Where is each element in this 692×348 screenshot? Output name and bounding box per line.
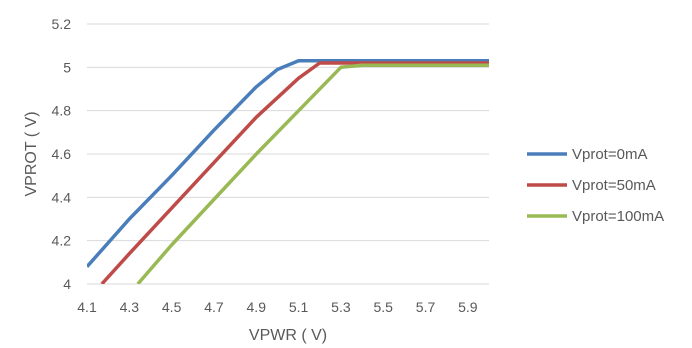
x-tick-label: 4.3 (120, 299, 140, 315)
y-axis-ticks: 4 4.2 4.4 4.6 4.8 5 5.2 (52, 16, 72, 292)
series-lines (87, 59, 489, 284)
x-tick-label: 5.3 (331, 299, 351, 315)
y-axis-label: VPROT ( V) (23, 111, 40, 196)
y-tick-label: 5 (63, 59, 71, 75)
legend-label-2: Vprot=100mA (572, 208, 664, 225)
legend: Vprot=0mA Vprot=50mA Vprot=100mA (527, 146, 664, 225)
legend-label-1: Vprot=50mA (572, 177, 656, 194)
x-tick-label: 4.7 (204, 299, 224, 315)
x-tick-label: 5.1 (289, 299, 309, 315)
x-tick-label: 4.5 (162, 299, 182, 315)
y-tick-label: 5.2 (52, 16, 72, 32)
x-tick-label: 4.1 (77, 299, 97, 315)
x-axis-ticks: 4.1 4.3 4.5 4.7 4.9 5.1 5.3 5.5 5.7 5.9 (77, 299, 478, 315)
x-tick-label: 5.9 (458, 299, 478, 315)
y-tick-label: 4.8 (52, 103, 72, 119)
y-tick-label: 4.4 (52, 189, 72, 205)
series-line-1 (100, 61, 489, 284)
series-line-2 (136, 63, 489, 284)
y-tick-label: 4 (63, 276, 71, 292)
y-tick-label: 4.6 (52, 146, 72, 162)
x-tick-label: 4.9 (247, 299, 267, 315)
legend-label-0: Vprot=0mA (572, 146, 647, 163)
series-line-0 (87, 59, 489, 268)
x-tick-label: 5.7 (416, 299, 436, 315)
x-tick-label: 5.5 (373, 299, 393, 315)
x-axis-label: VPWR ( V) (249, 327, 327, 344)
gridlines (87, 23, 489, 285)
y-tick-label: 4.2 (52, 233, 72, 249)
